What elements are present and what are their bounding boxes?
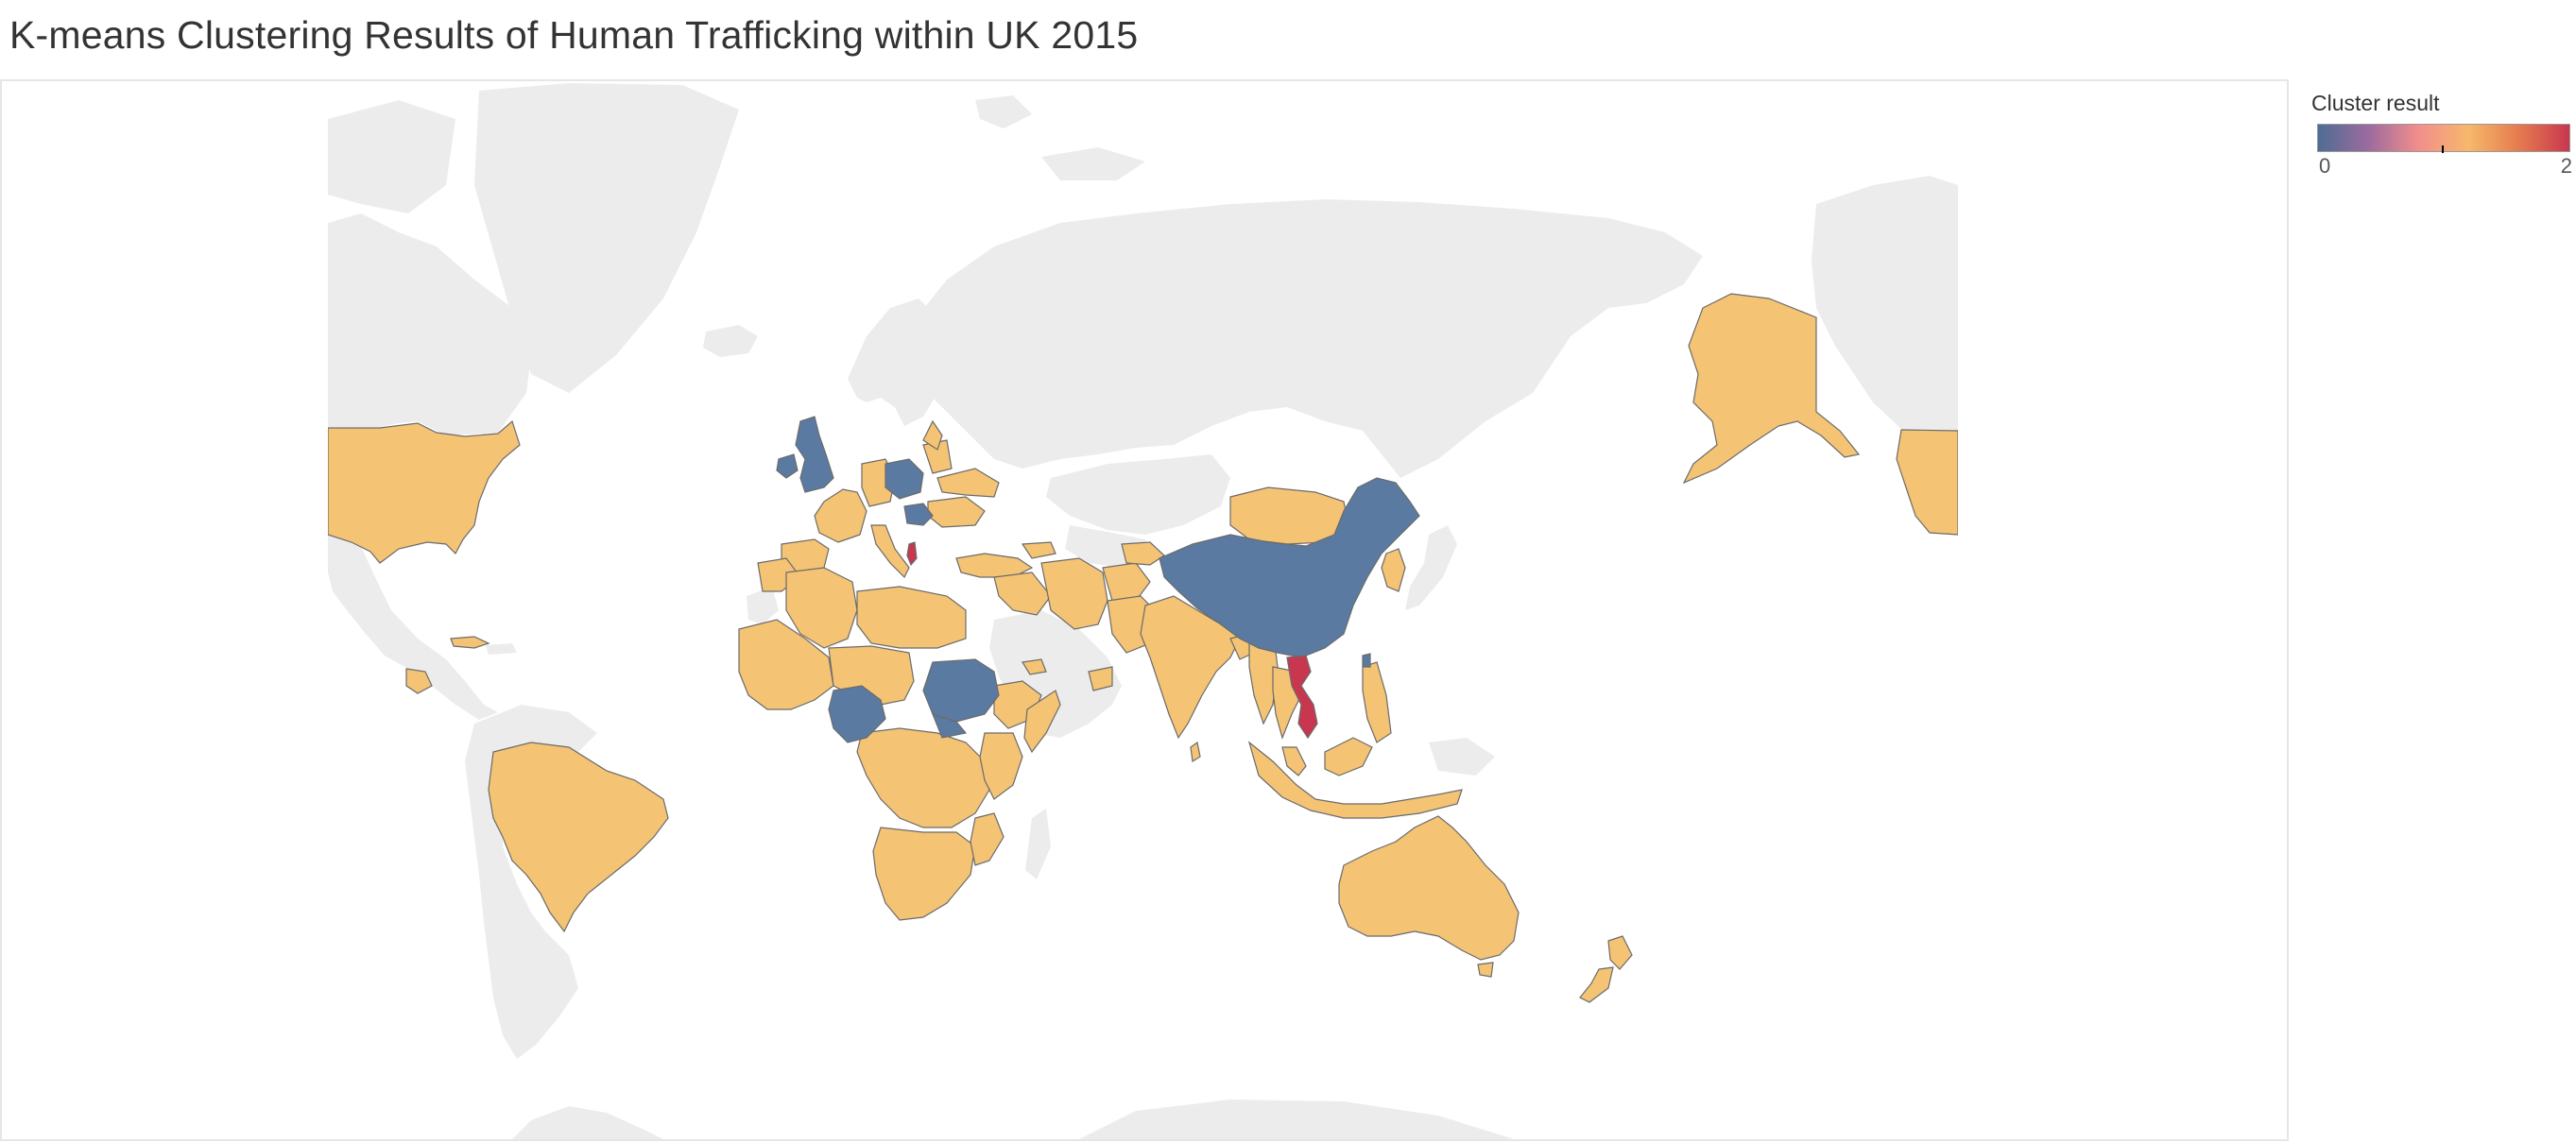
world-map-svg	[328, 83, 1958, 1139]
country-brazil[interactable]	[488, 742, 669, 933]
country-cuba[interactable]	[450, 636, 490, 649]
country-western-sahara	[747, 587, 779, 624]
country-malaysia[interactable]	[1281, 746, 1307, 776]
legend-gradient-bar	[2317, 124, 2570, 153]
country-east-africa[interactable]	[979, 732, 1023, 800]
country-oman[interactable]	[1088, 666, 1113, 691]
country-canada	[328, 213, 531, 435]
country-eritrea[interactable]	[1022, 658, 1047, 675]
country-canada-west	[1812, 176, 1958, 431]
cluster-0-countries	[776, 416, 1420, 743]
legend-title: Cluster result	[2311, 91, 2440, 115]
country-honduras[interactable]	[405, 668, 433, 694]
country-central-africa[interactable]	[856, 727, 990, 828]
country-malaysia-borneo[interactable]	[1324, 737, 1373, 776]
country-australia[interactable]	[1338, 815, 1520, 961]
country-italy[interactable]	[870, 524, 910, 579]
country-scandinavia	[848, 299, 947, 426]
country-indonesia[interactable]	[1247, 741, 1463, 819]
country-west-africa[interactable]	[738, 619, 834, 710]
country-poland[interactable]	[884, 458, 924, 500]
country-caucasus[interactable]	[1021, 541, 1056, 559]
region-arctic-islands	[1041, 147, 1145, 180]
country-united-kingdom[interactable]	[795, 416, 834, 493]
country-hispaniola	[486, 643, 517, 655]
country-iran[interactable]	[1040, 557, 1108, 630]
country-vietnam[interactable]	[1286, 655, 1318, 740]
country-iceland	[703, 325, 758, 357]
map-view[interactable]	[0, 79, 2289, 1141]
country-alaska[interactable]	[1682, 293, 1861, 485]
country-mozambique[interactable]	[970, 812, 1005, 866]
country-greenland	[474, 83, 739, 393]
country-kazakhstan	[1046, 454, 1230, 535]
country-south-sudan[interactable]	[931, 713, 968, 739]
country-south-korea[interactable]	[1381, 548, 1406, 592]
country-russia	[904, 199, 1703, 478]
country-syria-iraq[interactable]	[993, 572, 1052, 616]
country-algeria[interactable]	[785, 567, 858, 649]
country-new-zealand-south[interactable]	[1579, 966, 1614, 1003]
legend-midpoint-tick	[2442, 145, 2444, 153]
country-libya-egypt[interactable]	[856, 586, 967, 649]
country-turkey[interactable]	[955, 553, 1034, 578]
country-belarus-ukraine[interactable]	[936, 468, 1000, 498]
country-sudan[interactable]	[922, 658, 1000, 723]
region-svalbard	[975, 95, 1032, 128]
country-canada-islands	[328, 100, 455, 213]
country-sri-lanka[interactable]	[1190, 741, 1201, 763]
cluster-2-countries	[906, 541, 1318, 740]
country-japan	[1405, 525, 1457, 610]
country-papua-new-guinea	[1429, 738, 1495, 776]
region-antarctica-east	[1079, 1100, 1514, 1139]
country-southern-africa[interactable]	[872, 827, 976, 921]
region-antarctica	[512, 1106, 663, 1139]
country-ireland[interactable]	[776, 453, 799, 479]
country-somalia[interactable]	[1023, 690, 1061, 754]
country-afghanistan[interactable]	[1102, 562, 1151, 602]
country-uzbekistan-kyrgyzstan[interactable]	[1121, 541, 1165, 566]
country-madagascar	[1025, 809, 1051, 879]
country-hungary[interactable]	[903, 503, 934, 526]
legend-min-label: 0	[2319, 154, 2331, 178]
country-new-zealand-north[interactable]	[1607, 935, 1633, 970]
country-united-states[interactable]	[328, 419, 521, 564]
country-tasmania[interactable]	[1477, 962, 1494, 978]
country-india[interactable]	[1140, 595, 1241, 740]
legend-max-label: 2	[2560, 154, 2572, 178]
color-legend[interactable]: Cluster result 0 2	[2311, 91, 2572, 179]
country-romania[interactable]	[927, 496, 986, 528]
country-finland[interactable]	[922, 419, 943, 451]
chart-title: K-means Clustering Results of Human Traf…	[9, 13, 1139, 57]
country-taiwan[interactable]	[1362, 653, 1371, 668]
country-mexico	[328, 535, 498, 720]
country-albania[interactable]	[906, 541, 918, 567]
country-china[interactable]	[1159, 477, 1420, 658]
country-united-states-west[interactable]	[1896, 429, 1958, 536]
country-nigeria[interactable]	[828, 685, 886, 743]
cluster-1-countries	[328, 293, 1958, 1003]
country-france[interactable]	[814, 488, 867, 543]
country-philippines[interactable]	[1362, 661, 1392, 743]
